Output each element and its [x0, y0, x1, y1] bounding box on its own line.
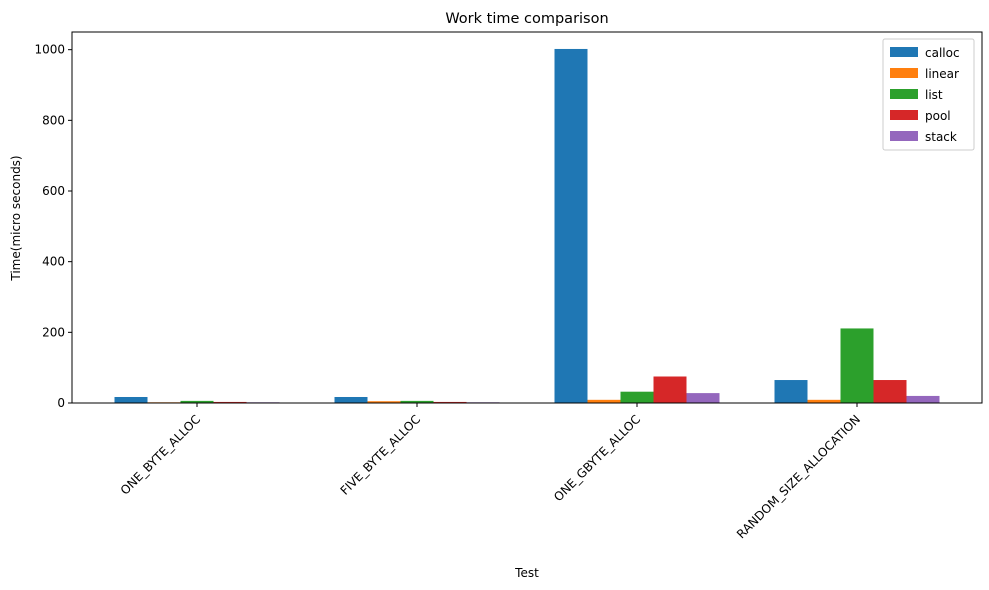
- bar-calloc-1: [334, 396, 368, 403]
- bar-calloc-0: [114, 396, 148, 403]
- bar-pool-3: [873, 380, 907, 403]
- x-tick-label: ONE_GBYTE_ALLOC: [551, 412, 643, 504]
- bar-pool-0: [213, 401, 247, 403]
- bar-linear-3: [807, 399, 841, 403]
- bar-list-1: [400, 400, 434, 403]
- x-axis-label: Test: [514, 566, 539, 580]
- legend-swatch-linear: [890, 68, 918, 78]
- bar-linear-1: [367, 401, 401, 403]
- bar-calloc-2: [554, 48, 588, 404]
- legend-swatch-list: [890, 89, 918, 99]
- bar-stack-3: [906, 395, 940, 403]
- legend-box: [882, 38, 975, 151]
- plot-frame: [71, 31, 983, 404]
- bar-list-0: [180, 400, 214, 403]
- y-axis-label: Time(micro seconds): [9, 155, 23, 281]
- chart-title: Work time comparison: [445, 11, 608, 27]
- legend-swatch-pool: [890, 110, 918, 120]
- y-tick-label: 200: [42, 325, 65, 339]
- bar-calloc-3: [774, 380, 808, 403]
- bar-list-3: [840, 328, 874, 403]
- y-tick-label: 400: [42, 255, 65, 269]
- x-tick-label: RANDOM_SIZE_ALLOCATION: [734, 412, 863, 541]
- bar-list-2: [620, 391, 654, 403]
- y-tick-label: 1000: [34, 43, 65, 57]
- legend: calloc linear list pool stack: [882, 38, 975, 151]
- x-tick-label: ONE_BYTE_ALLOC: [118, 412, 203, 497]
- legend-label-stack: stack: [925, 130, 957, 144]
- bar-linear-2: [587, 399, 621, 403]
- legend-label-pool: pool: [925, 109, 951, 123]
- x-tick-label: FIVE_BYTE_ALLOC: [338, 412, 424, 498]
- legend-label-calloc: calloc: [925, 46, 960, 60]
- legend-swatch-calloc: [890, 47, 918, 57]
- legend-label-linear: linear: [925, 67, 959, 81]
- y-tick-label: 800: [42, 113, 65, 127]
- bar-pool-2: [653, 376, 687, 403]
- legend-swatch-stack: [890, 131, 918, 141]
- y-tick-label: 0: [57, 396, 65, 410]
- legend-label-list: list: [925, 88, 943, 102]
- bar-pool-1: [433, 401, 467, 403]
- bar-stack-2: [686, 393, 720, 403]
- y-tick-label: 600: [42, 184, 65, 198]
- plot-area: 0 200 400 600 800 1000 ONE_BYTE_ALLOC FIVE_BYTE…: [34, 31, 983, 541]
